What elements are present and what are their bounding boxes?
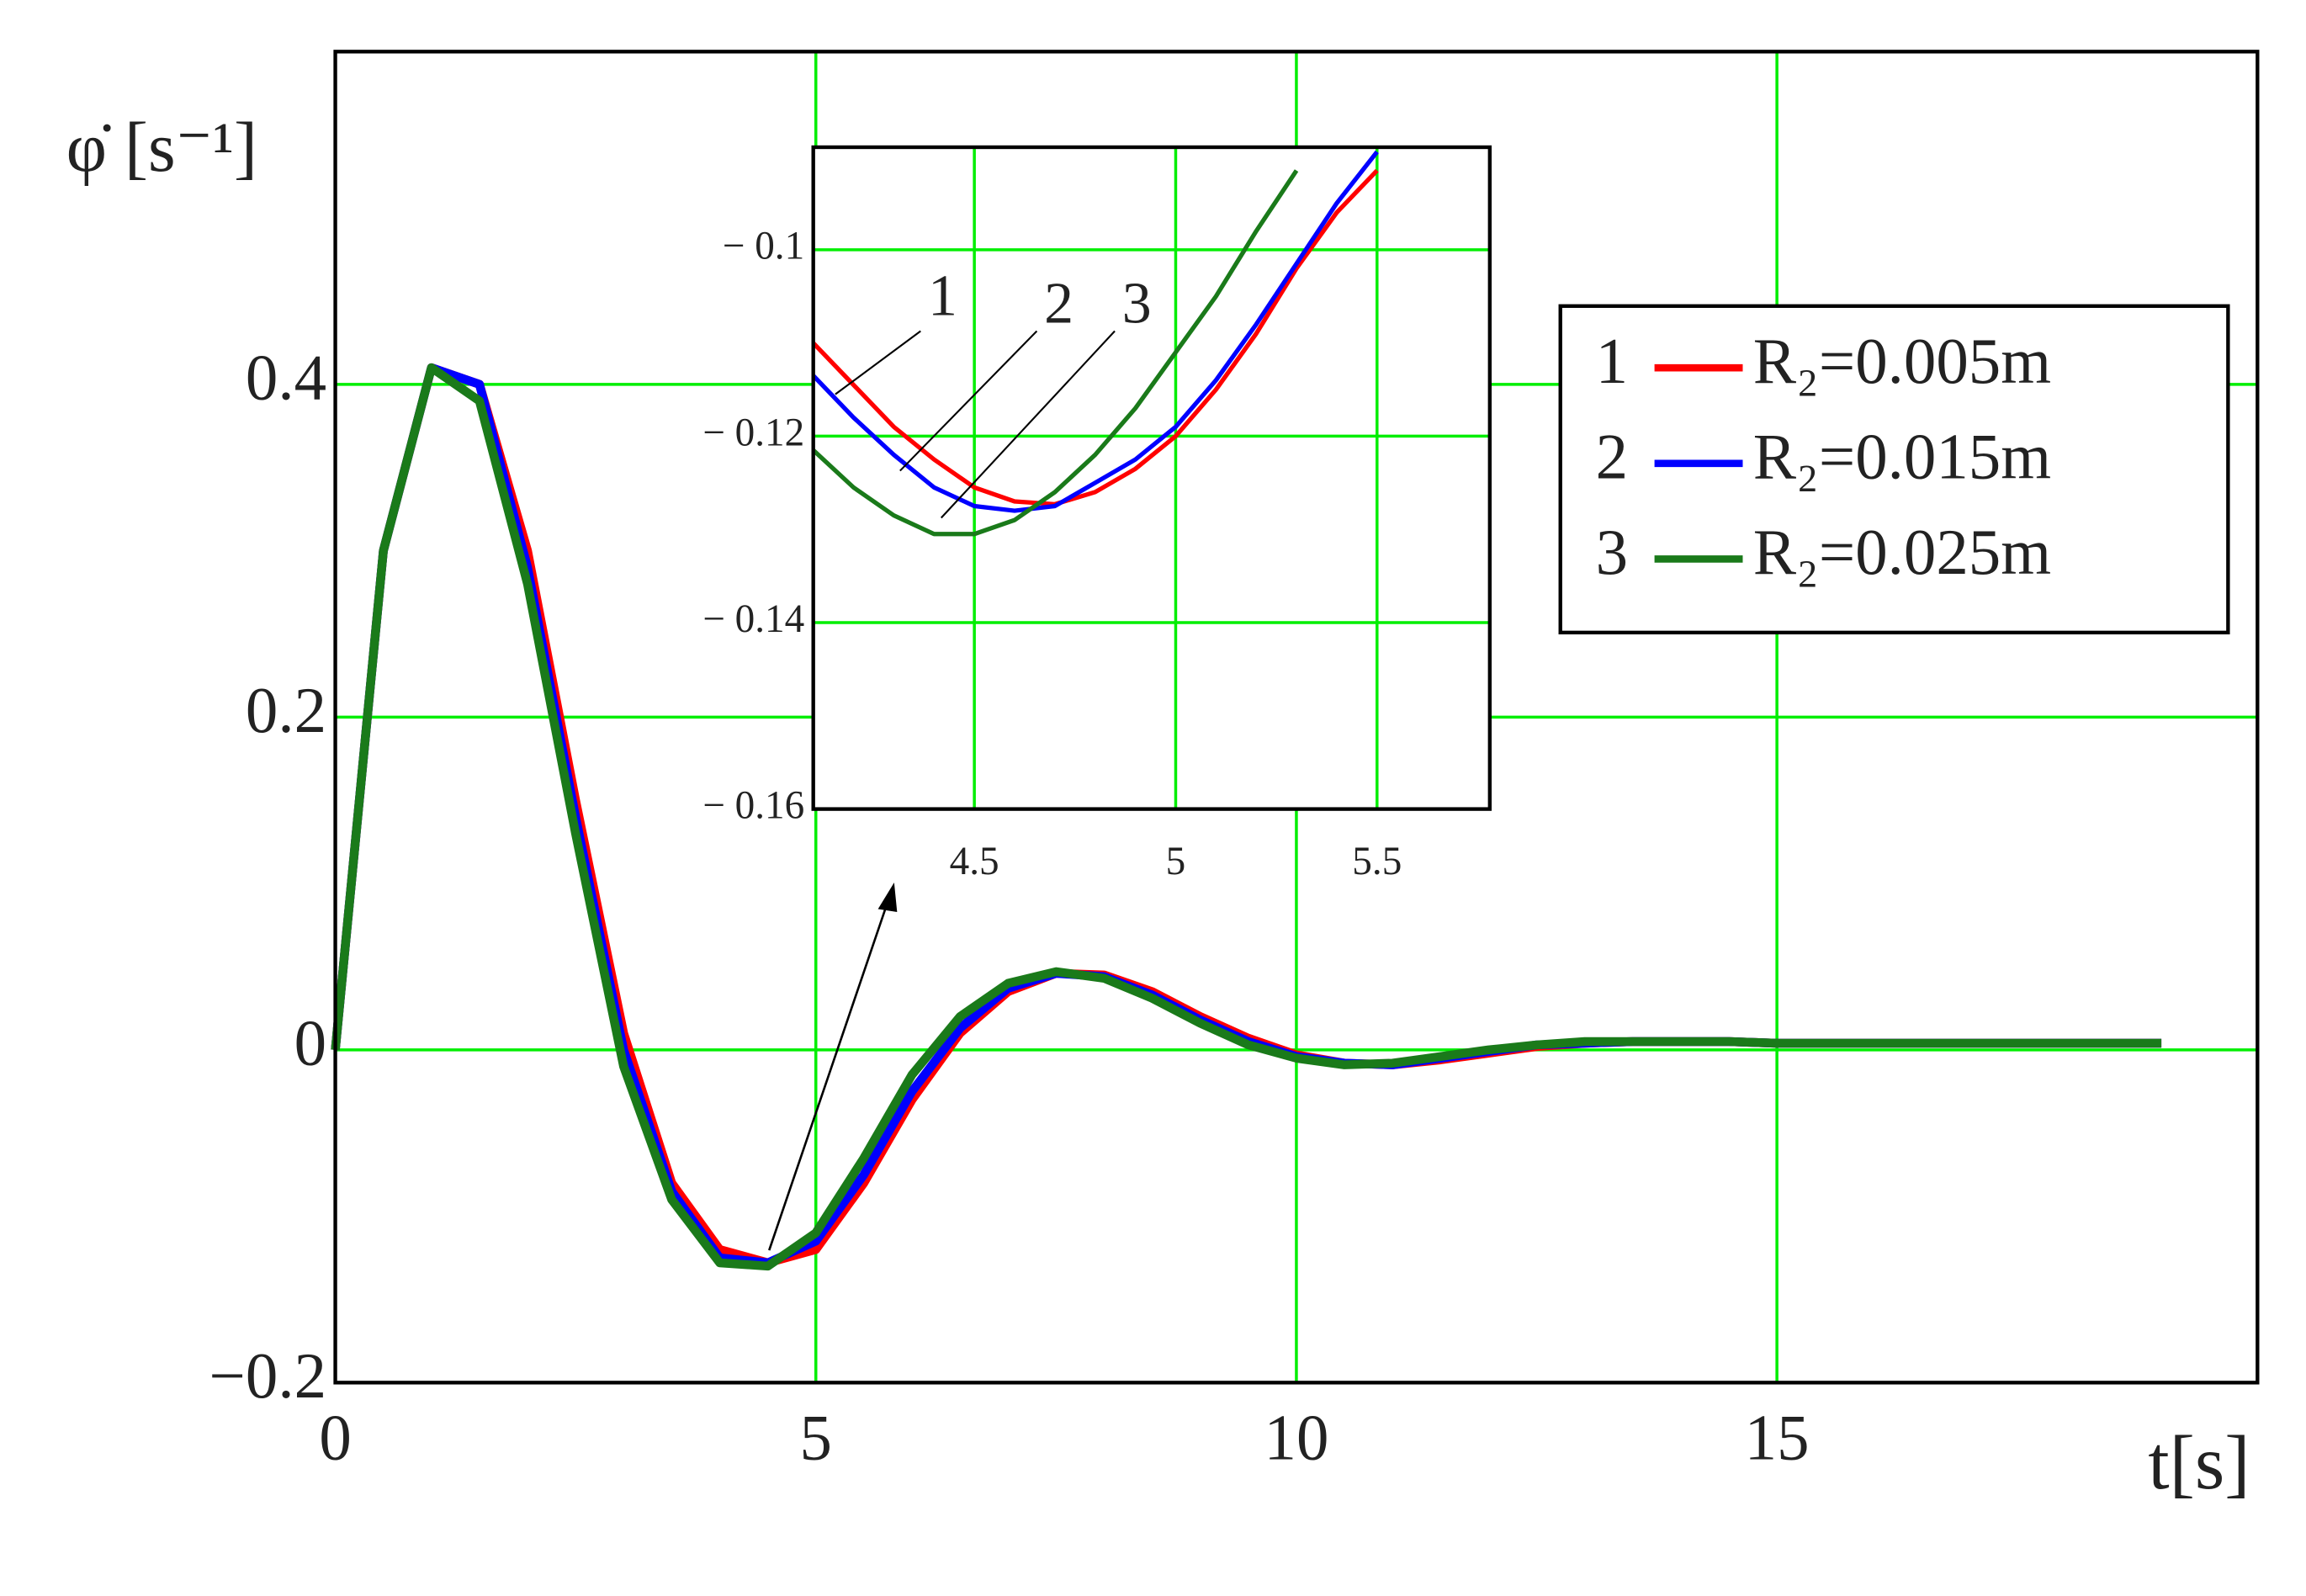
series-line [811,169,1299,537]
series-line [811,168,1379,506]
x-axis-label: t[s] [2148,1420,2250,1505]
leader-line [899,330,1038,472]
plot-frame [333,50,2260,1385]
legend: 1 R₂=0.005m 2 R₂=0.015m 3 R₂=0.025m [1558,304,2230,635]
legend-label: R₂=0.025m [1753,516,2051,588]
inset-annotations: 1 2 3 [835,264,1152,519]
y-axis-label: φ̇ [s⁻¹] [66,109,257,187]
legend-label: R₂=0.005m [1753,325,2051,397]
series-line [811,150,1379,513]
legend-box [1558,304,2230,635]
y-tick-label: − 0.16 [702,783,804,827]
y-tick-label: 0 [294,1007,326,1079]
arrow-head [877,883,898,912]
y-tick-label: − 0.12 [702,411,804,454]
x-tick-label: 5 [1166,840,1186,883]
arrow [768,899,890,1251]
legend-number: 2 [1596,420,1628,492]
y-tick-label: −0.2 [209,1339,327,1412]
annotation: 2 [1044,271,1073,336]
annotation: 3 [1122,271,1152,336]
plot-frame [811,145,1492,811]
legend-label: R₂=0.015m [1753,420,2051,492]
series-line [331,363,2162,1271]
x-tick-label: 5 [800,1401,832,1473]
leader-line [941,330,1116,519]
legend-number: 3 [1596,516,1628,588]
y-tick-label: − 0.14 [702,597,804,641]
x-tick-label: 15 [1745,1401,1810,1473]
inset-background [813,146,1490,809]
annotation: 1 [928,264,957,329]
y-tick-label: − 0.1 [723,225,804,268]
x-tick-label: 4.5 [950,840,999,883]
y-tick-label: 0.2 [246,674,326,746]
leader-line [835,330,921,395]
x-tick-label: 0 [319,1401,351,1473]
inset-plot: 4.5 5 5.5 − 0.1 − 0.12 − 0.14 − 0.16 [702,145,1492,883]
x-tick-label: 10 [1264,1401,1328,1473]
legend-number: 1 [1596,325,1628,397]
y-tick-label: 0.4 [246,342,326,414]
x-tick-label: 5.5 [1352,840,1402,883]
